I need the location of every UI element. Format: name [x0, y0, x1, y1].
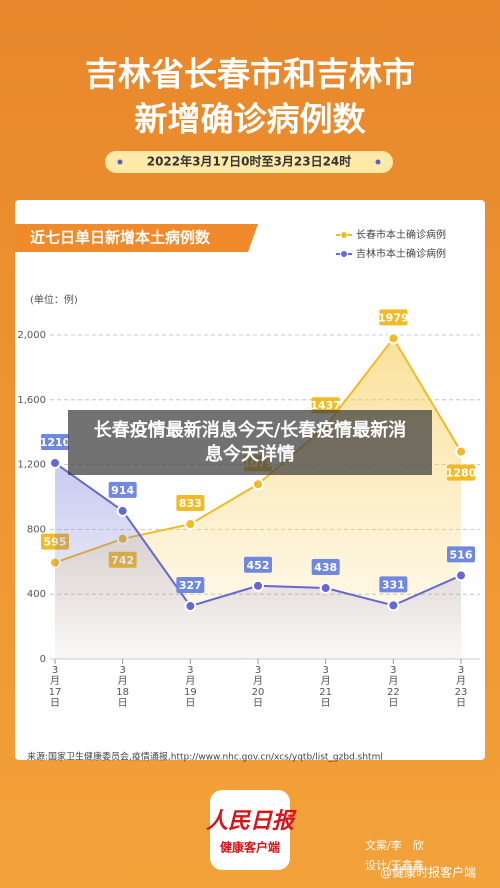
logo-sub: 健康客户端	[220, 840, 280, 855]
legend-dot	[340, 250, 348, 258]
header-title: 新增确诊病例数	[135, 100, 367, 139]
value-label: 1437	[310, 399, 341, 412]
point	[184, 600, 197, 613]
chart-title-banner	[15, 224, 258, 252]
overlay-title: 长春疫情最新消息今天/长春疫情最新消息今天详情	[68, 410, 432, 475]
value-label-box	[379, 576, 408, 593]
y-tick-label: 1,600	[17, 395, 46, 406]
x-tick-label: 3月23日	[454, 665, 468, 709]
x-tick-label: 3月18日	[116, 665, 130, 709]
point	[184, 518, 197, 531]
date-range: 2022年3月17日0时至3月23日24时	[147, 154, 352, 169]
point	[252, 478, 264, 491]
value-label: 438	[314, 561, 337, 574]
x-tick-label: 3月19日	[183, 665, 197, 709]
value-label-box	[447, 546, 475, 563]
y-tick-label: 2,000	[17, 330, 46, 341]
y-tick-label: 1,200	[17, 460, 46, 471]
logo-box	[210, 790, 290, 870]
logo-name: 人民日报	[206, 808, 297, 834]
value-label: 914	[111, 484, 134, 497]
point	[49, 456, 61, 469]
dot	[117, 159, 123, 165]
y-label: (单位：例)	[30, 293, 78, 306]
value-label: 452	[247, 559, 270, 572]
value-label-box	[311, 397, 340, 414]
watermark: @健康时报客户端	[380, 865, 476, 880]
point	[116, 504, 129, 517]
value-label-box	[176, 495, 205, 512]
value-label-box	[176, 577, 205, 594]
point	[387, 332, 400, 345]
value-label: 327	[179, 579, 202, 592]
point	[319, 582, 332, 595]
point	[455, 445, 467, 458]
x-tick-label: 3月22日	[386, 665, 400, 709]
x-tick-label: 3月21日	[319, 665, 333, 709]
area	[55, 462, 461, 659]
y-tick-label: 400	[27, 589, 46, 600]
copywriter: 文案/李 欣	[365, 838, 424, 852]
y-tick-label: 800	[27, 524, 46, 535]
point	[252, 579, 264, 592]
value-label: 833	[179, 497, 202, 510]
header-title: 吉林省长春市和吉林市	[85, 55, 415, 94]
legend-label: 长春市本土确诊病例	[356, 228, 446, 241]
value-label: 1210	[40, 436, 71, 449]
legend-dot	[340, 231, 348, 239]
x-tick-label: 3月20日	[251, 665, 265, 709]
point	[387, 599, 400, 612]
source: 来源:国家卫生健康委员会,疫情通报,http://www.nhc.gov.cn/…	[27, 751, 383, 763]
value-label-box	[41, 433, 69, 450]
value-label-box	[311, 559, 340, 576]
value-label-box	[244, 556, 272, 573]
point	[455, 569, 467, 582]
x-tick-label: 3月17日	[48, 665, 62, 709]
legend-label: 吉林市本土确诊病例	[356, 247, 446, 260]
value-label-box	[447, 464, 475, 481]
date-pill	[105, 151, 393, 173]
value-label-box	[379, 309, 408, 326]
value-label: 1979	[378, 311, 409, 324]
chart-title: 近七日单日新增本土病例数	[30, 229, 211, 247]
value-label: 1280	[446, 467, 477, 480]
dot	[375, 159, 381, 165]
y-tick-label: 0	[40, 654, 46, 665]
value-label: 516	[450, 548, 473, 561]
value-label-box	[108, 481, 137, 498]
value-label: 331	[382, 578, 405, 591]
designer: 设计/王鑫鑫	[365, 858, 424, 872]
